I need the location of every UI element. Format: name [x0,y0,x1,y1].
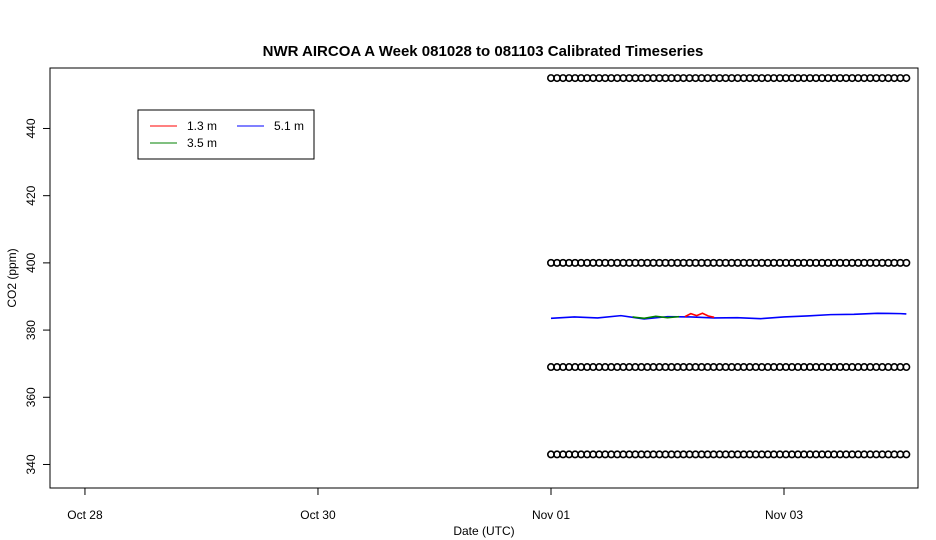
series-line-1-3-m [684,312,715,319]
series-lines [550,312,907,320]
y-tick-label: 420 [24,185,38,205]
y-tick-label: 340 [24,454,38,474]
x-tick-label: Nov 01 [532,508,570,522]
calibration-point [902,258,911,267]
x-axis: Oct 28 Oct 30 Nov 01 Nov 03 [67,488,803,522]
legend-label: 1.3 m [187,119,217,133]
legend-box [137,109,315,160]
x-tick-label: Oct 28 [67,508,103,522]
calibration-point [902,450,911,459]
y-tick-label: 380 [24,320,38,340]
series-line-5-1-m [550,312,907,320]
y-axis: 340 360 380 400 420 440 [24,118,50,474]
y-tick-label: 360 [24,387,38,407]
y-tick-label: 400 [24,253,38,273]
calibration-point [902,74,911,83]
series-line-3-5-m [632,315,680,320]
calibration-points [546,74,911,459]
plot-area-frame [49,67,919,489]
legend: 1.3 m 3.5 m 5.1 m [137,109,315,160]
chart-title: NWR AIRCOA A Week 081028 to 081103 Calib… [263,43,704,60]
calibration-point [902,363,911,372]
x-tick-label: Oct 30 [300,508,336,522]
x-tick-label: Nov 03 [765,508,803,522]
y-tick-label: 440 [24,118,38,138]
y-axis-label: CO2 (ppm) [5,248,19,307]
legend-label: 5.1 m [274,119,304,133]
x-axis-label: Date (UTC) [453,524,514,538]
legend-label: 3.5 m [187,136,217,150]
